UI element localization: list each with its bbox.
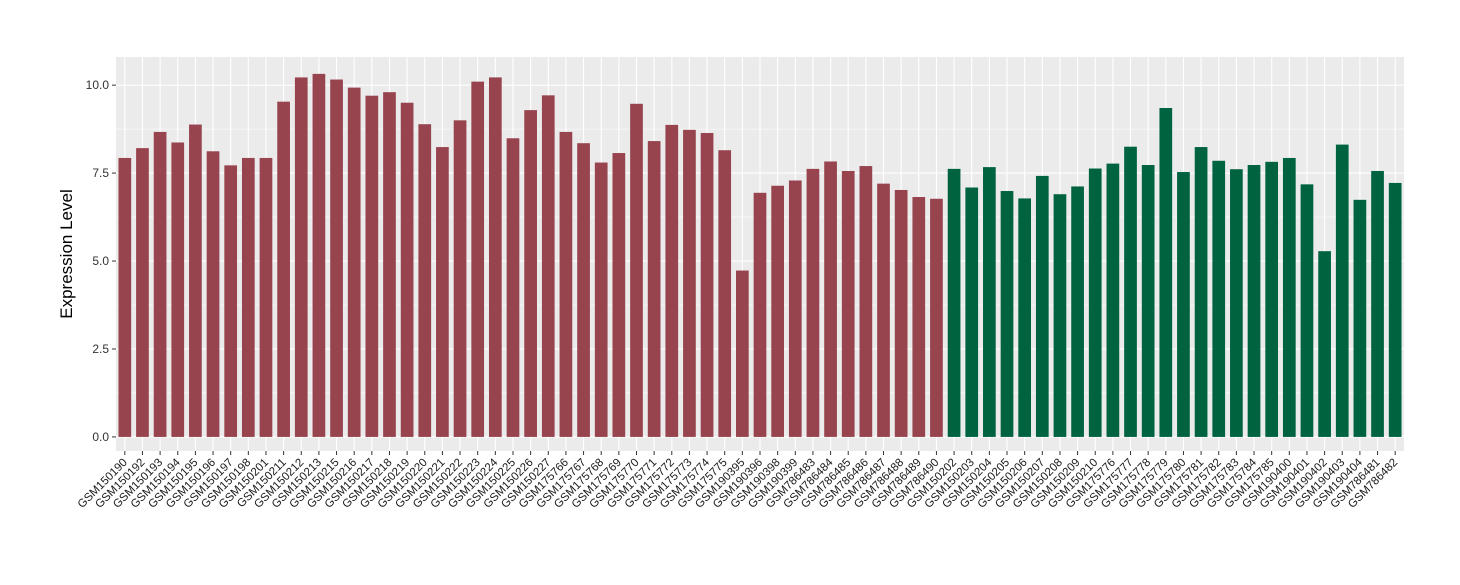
bar: [259, 157, 273, 437]
bar: [612, 153, 626, 437]
bar: [1194, 147, 1208, 437]
bar: [488, 77, 502, 437]
bar: [877, 183, 890, 437]
bar: [824, 161, 837, 437]
bar: [224, 165, 238, 437]
bar: [1230, 169, 1243, 437]
bar: [541, 95, 555, 437]
bar: [277, 101, 290, 437]
bar: [894, 189, 908, 437]
bar: [1247, 164, 1261, 437]
y-tick-label: 10.0: [86, 78, 110, 92]
y-axis-title: Expression Level: [57, 189, 76, 318]
bar: [1177, 172, 1190, 437]
bar: [1265, 161, 1279, 437]
bar: [365, 95, 379, 437]
y-tick-label: 5.0: [92, 254, 109, 268]
bar: [1159, 108, 1173, 437]
y-axis-ticks: 0.0 2.5 5.0 7.5 10.0: [86, 78, 116, 444]
bar: [1388, 182, 1402, 437]
bar: [983, 167, 996, 437]
bar: [383, 92, 396, 437]
bar: [736, 270, 749, 437]
bar: [700, 132, 714, 437]
bar: [1053, 194, 1067, 437]
bar: [136, 148, 149, 437]
y-tick-label: 0.0: [92, 430, 109, 444]
bar: [1318, 251, 1331, 437]
bar: [294, 77, 308, 437]
bar: [118, 157, 132, 437]
bar: [594, 162, 608, 437]
bar: [453, 120, 467, 437]
bar: [965, 187, 979, 437]
y-tick-label: 7.5: [92, 166, 109, 180]
bar: [506, 138, 520, 437]
bar: [189, 124, 202, 437]
bar: [1000, 191, 1014, 437]
bar: [806, 168, 820, 437]
bar: [947, 168, 961, 437]
bar: [400, 102, 414, 437]
bar: [718, 150, 732, 437]
bar: [930, 198, 943, 437]
bar: [683, 129, 696, 437]
bar: [1300, 184, 1314, 437]
x-axis-ticks: GSM150190GSM150192GSM150193GSM150194GSM1…: [76, 451, 1400, 511]
bar: [153, 131, 167, 437]
bar: [1353, 199, 1367, 437]
bar: [912, 197, 926, 437]
bar: [524, 110, 537, 437]
bar: [206, 151, 220, 437]
bar: [1035, 175, 1049, 437]
bar: [1018, 198, 1032, 437]
bar: [665, 124, 679, 437]
bar: [859, 166, 873, 437]
bar: [1124, 146, 1137, 437]
bar: [841, 170, 855, 437]
bar: [1212, 160, 1226, 437]
bars: [118, 73, 1402, 437]
bar: [241, 157, 255, 437]
bar: [171, 142, 185, 437]
bar: [312, 73, 326, 437]
y-tick-label: 2.5: [92, 342, 109, 356]
bar: [630, 103, 643, 437]
bar: [1371, 170, 1384, 437]
bar: [436, 147, 449, 437]
bar: [1282, 157, 1296, 437]
bar: [347, 87, 361, 437]
bar: [1141, 164, 1155, 437]
bar: [471, 81, 485, 437]
bar: [647, 141, 661, 437]
bar: [330, 79, 343, 437]
bar: [559, 131, 573, 437]
bar: [1335, 144, 1349, 437]
bar: [418, 124, 432, 437]
bar: [788, 180, 802, 437]
bar: [1071, 186, 1084, 437]
bar: [1106, 163, 1120, 437]
bar: [753, 192, 767, 437]
bar: [577, 143, 590, 437]
bar: [1088, 168, 1102, 437]
bar: [771, 185, 784, 437]
